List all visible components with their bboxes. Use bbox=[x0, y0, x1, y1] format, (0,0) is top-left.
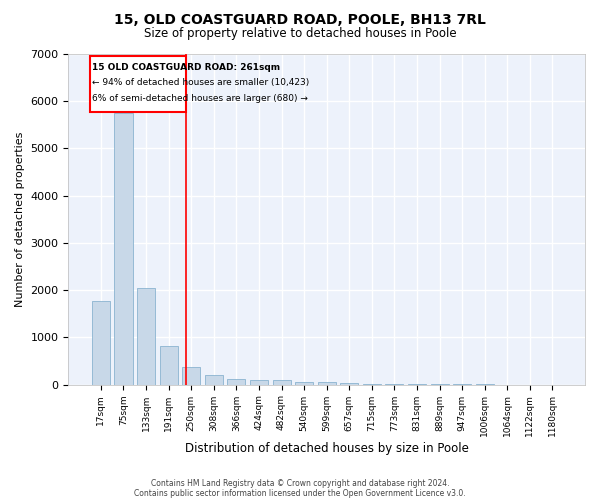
Bar bbox=[250, 380, 268, 384]
Bar bbox=[182, 367, 200, 384]
Y-axis label: Number of detached properties: Number of detached properties bbox=[15, 132, 25, 307]
Bar bbox=[92, 302, 110, 384]
Text: ← 94% of detached houses are smaller (10,423): ← 94% of detached houses are smaller (10… bbox=[92, 78, 309, 88]
Text: Contains public sector information licensed under the Open Government Licence v3: Contains public sector information licen… bbox=[134, 488, 466, 498]
Bar bbox=[205, 375, 223, 384]
Text: 15 OLD COASTGUARD ROAD: 261sqm: 15 OLD COASTGUARD ROAD: 261sqm bbox=[92, 62, 280, 72]
Text: Contains HM Land Registry data © Crown copyright and database right 2024.: Contains HM Land Registry data © Crown c… bbox=[151, 478, 449, 488]
Bar bbox=[272, 380, 290, 384]
Bar bbox=[295, 382, 313, 384]
X-axis label: Distribution of detached houses by size in Poole: Distribution of detached houses by size … bbox=[185, 442, 469, 455]
Bar bbox=[317, 382, 336, 384]
Bar bbox=[115, 113, 133, 384]
Bar bbox=[160, 346, 178, 385]
Bar bbox=[89, 56, 185, 112]
Bar bbox=[227, 379, 245, 384]
Text: 15, OLD COASTGUARD ROAD, POOLE, BH13 7RL: 15, OLD COASTGUARD ROAD, POOLE, BH13 7RL bbox=[114, 12, 486, 26]
Bar bbox=[137, 288, 155, 384]
Text: 6% of semi-detached houses are larger (680) →: 6% of semi-detached houses are larger (6… bbox=[92, 94, 308, 103]
Text: Size of property relative to detached houses in Poole: Size of property relative to detached ho… bbox=[143, 28, 457, 40]
